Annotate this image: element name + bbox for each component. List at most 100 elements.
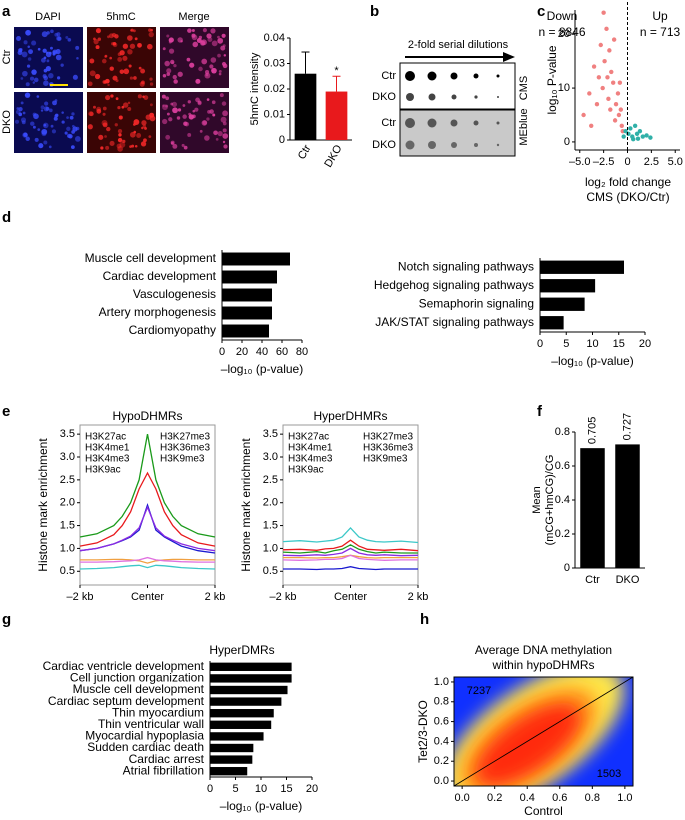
nucleus — [93, 39, 99, 45]
nucleus — [217, 130, 223, 137]
nucleus — [40, 109, 44, 112]
point — [596, 75, 602, 80]
point — [587, 91, 592, 96]
line — [283, 566, 418, 571]
nucleus — [170, 59, 175, 65]
y-tick-label: 0.4 — [434, 735, 449, 747]
nucleus — [117, 128, 123, 134]
nucleus — [204, 135, 210, 141]
image-column-label: DAPI — [35, 11, 61, 23]
line — [282, 547, 419, 557]
annotation: * — [334, 65, 339, 77]
y-tick-label: 1.0 — [263, 542, 278, 554]
y-tick-label: 1.0 — [60, 542, 75, 554]
nucleus — [20, 101, 24, 105]
x-tick-label: –2 kb — [270, 591, 297, 603]
nucleus — [20, 77, 24, 80]
nucleus — [44, 101, 49, 106]
x-axis-label: –log₁₀ (p-value) — [221, 362, 303, 376]
y-tick-label: Muscle cell development — [73, 682, 205, 696]
blot-dot — [406, 93, 414, 101]
y-tick-label: Atrial fibrillation — [123, 763, 204, 777]
nucleus — [117, 106, 121, 110]
panel-letter: b — [370, 3, 379, 20]
nucleus — [109, 66, 114, 71]
y-tick-label: 0.5 — [263, 565, 278, 577]
blot-dot — [427, 71, 437, 81]
nucleus — [172, 143, 178, 149]
nucleus — [101, 58, 107, 64]
point — [632, 123, 638, 128]
blot-row-label: DKO — [372, 139, 396, 151]
x-tick-label: 2 kb — [205, 591, 226, 603]
nucleus — [117, 137, 123, 143]
nucleus — [195, 97, 200, 103]
nucleus — [134, 144, 138, 148]
legend-entry: H3K27ac — [288, 432, 329, 443]
nucleus — [72, 74, 78, 80]
nucleus — [119, 69, 125, 74]
annotation: Down — [547, 9, 578, 23]
nucleus — [187, 100, 191, 104]
nucleus — [54, 113, 59, 118]
point — [619, 123, 624, 128]
nucleus — [70, 145, 75, 150]
x-tick-label: 0 — [219, 346, 225, 358]
nucleus — [166, 34, 170, 38]
y-tick-label: 0.4 — [555, 494, 570, 506]
nucleus — [192, 109, 196, 113]
nucleus — [18, 112, 23, 117]
nucleus — [87, 81, 93, 87]
nucleus — [115, 97, 119, 101]
nucleus — [150, 28, 154, 32]
nucleus — [43, 140, 48, 145]
nucleus — [177, 71, 183, 77]
nucleus — [133, 76, 137, 80]
nucleus — [61, 111, 64, 114]
data-label: 0.727 — [621, 413, 633, 441]
nucleus — [30, 121, 35, 126]
nucleus — [101, 120, 108, 126]
nucleus — [181, 143, 185, 147]
nucleus — [148, 135, 152, 138]
y-tick-label: 1.0 — [434, 676, 449, 688]
nucleus — [15, 109, 21, 115]
nucleus — [141, 80, 145, 85]
nucleus — [28, 49, 33, 55]
y-axis-label: 5hmC intensity — [249, 52, 261, 125]
nucleus — [183, 145, 188, 150]
y-tick-label: Cardiac septum development — [48, 694, 205, 708]
nucleus — [211, 100, 216, 105]
line — [79, 433, 216, 538]
x-tick-label: 0.0 — [454, 792, 469, 804]
nucleus — [32, 125, 36, 129]
point — [615, 91, 621, 96]
nucleus — [212, 113, 216, 117]
x-tick-label: 0.8 — [585, 792, 600, 804]
nucleus — [222, 133, 229, 139]
nucleus — [143, 138, 147, 143]
y-tick-label: Cardiac development — [103, 269, 217, 283]
blot-dot — [473, 73, 479, 79]
image-row-label: DKO — [1, 110, 13, 134]
y-tick-label: 0.8 — [434, 696, 449, 708]
line — [282, 526, 419, 544]
nucleus — [217, 35, 220, 39]
nucleus — [171, 61, 175, 65]
nucleus — [54, 32, 59, 37]
nucleus — [176, 116, 181, 120]
nucleus — [166, 68, 172, 74]
point — [611, 37, 617, 42]
y-tick-label: 3.0 — [263, 451, 278, 463]
x-tick-label: Ctr — [585, 574, 600, 586]
y-tick-label: JAK/STAT signaling pathways — [375, 315, 534, 329]
nucleus — [95, 28, 101, 34]
nucleus — [102, 112, 106, 116]
y-tick-label: 2.5 — [60, 474, 75, 486]
y-tick-label: 10 — [558, 82, 570, 94]
nucleus — [198, 66, 203, 72]
y-tick-label: 0.2 — [555, 528, 570, 540]
nucleus — [140, 141, 147, 147]
point — [618, 107, 624, 112]
nucleus — [43, 75, 49, 81]
